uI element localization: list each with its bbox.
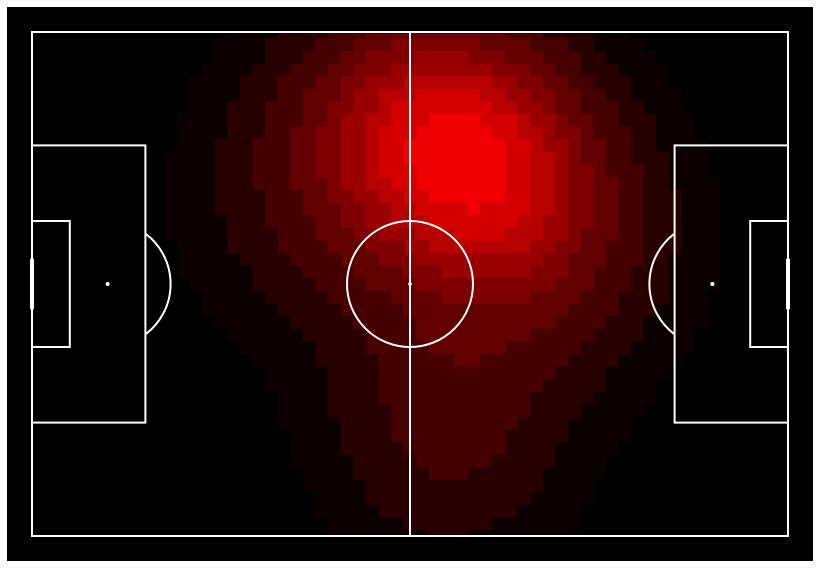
left-penalty-spot: [105, 282, 110, 286]
right-penalty-arc: [648, 232, 676, 336]
heat-contour-level-9: [403, 113, 506, 216]
centre-circle: [346, 220, 474, 348]
heat-contour-fill: [403, 113, 506, 216]
right-penalty-spot: [710, 282, 715, 286]
pitch-markings: [30, 31, 790, 537]
left-penalty-arc: [144, 232, 172, 336]
centre-spot: [408, 282, 412, 286]
heatmap-density-layer: [164, 32, 720, 536]
